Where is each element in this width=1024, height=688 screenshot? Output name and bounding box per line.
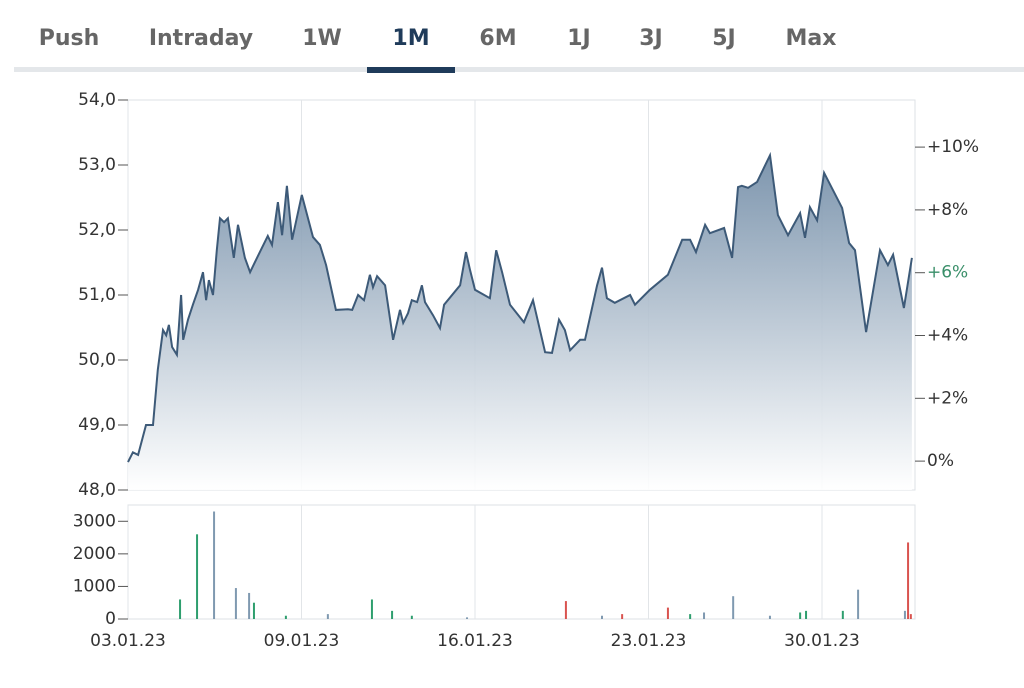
y-tick-label: 50,0 [78,350,116,370]
tab[interactable]: 5J [712,26,736,51]
tab[interactable]: 1W [302,26,342,51]
volume-bar [391,610,394,619]
volume-bar [213,511,216,619]
y-tick-label: 53,0 [78,155,116,175]
y-tick-label: 48,0 [78,480,116,500]
tab[interactable]: Max [786,26,837,51]
volume-bar [248,592,251,619]
volume-bar [196,534,199,619]
y-tick-label: 54,0 [78,90,116,110]
volume-bar [732,596,735,619]
y-tick-label: 51,0 [78,285,116,305]
volume-bar [666,607,669,619]
y2-tick-label: +8% [927,200,968,220]
volume-bar [466,617,469,619]
y-tick-label: 0 [105,609,116,629]
volume-bar [252,602,255,619]
volume-bar [907,542,910,619]
volume-bar [601,615,604,619]
volume-bar [284,615,287,619]
volume-bar [410,615,413,619]
tab[interactable]: Push [39,26,100,51]
tabs: Push Intraday 1W 1M 6M 1J 3J 5J Max [39,26,837,73]
y2-tick-label: 0% [927,451,954,471]
tab[interactable]: 3J [639,26,663,51]
volume-bar [621,614,624,619]
charts: 48,0 49,0 50,0 51,0 52,0 53,0 54,0 0% +2% +4% +6% +… [73,90,979,651]
x-tick-label: 16.01.23 [437,631,513,651]
y-tick-label: 2000 [73,544,116,564]
volume-bar [370,599,373,619]
y-tick-label: 1000 [73,576,116,596]
y2-tick-label: +6% [927,263,968,283]
volume-bar [234,588,237,619]
volume-bar [326,614,329,619]
volume-bar [909,614,912,619]
x-tick-label: 30.01.23 [784,631,860,651]
volume-bar [689,614,692,619]
y2-tick-label: +10% [927,137,979,157]
y-tick-label: 49,0 [78,415,116,435]
y-tick-label: 52,0 [78,220,116,240]
active-tab-underline [367,67,455,73]
volume-bar [768,615,771,619]
area-fill [128,155,912,491]
tab[interactable]: 1J [567,26,591,51]
volume-bar [857,589,860,619]
volume-bar [805,610,808,619]
tab[interactable]: Intraday [149,26,253,51]
volume-bar [841,610,844,619]
tab[interactable]: 1M [392,26,429,51]
tab-bar-line [14,67,1024,72]
volume-bar [799,612,802,619]
volume-bar [903,610,906,619]
x-tick-label: 23.01.23 [611,631,687,651]
volume-bar [179,599,182,619]
volume-bar [564,601,567,619]
y2-tick-label: +2% [927,388,968,408]
tab[interactable]: 6M [479,26,516,51]
y-tick-label: 3000 [73,511,116,531]
x-tick-label: 03.01.23 [90,631,166,651]
price-line [127,151,913,463]
x-tick-label: 09.01.23 [264,631,340,651]
y2-tick-label: +4% [927,326,968,346]
plot-frame [127,504,916,620]
volume-bar [703,612,706,619]
